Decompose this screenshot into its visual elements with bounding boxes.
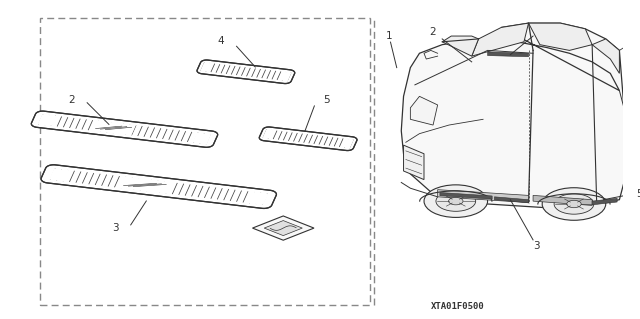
Polygon shape (259, 127, 357, 151)
Polygon shape (442, 36, 479, 56)
Polygon shape (404, 145, 424, 180)
Polygon shape (92, 120, 136, 136)
Polygon shape (592, 39, 620, 73)
Polygon shape (401, 23, 624, 208)
Polygon shape (495, 197, 529, 203)
Text: 4: 4 (218, 36, 224, 47)
Text: 4: 4 (533, 25, 540, 34)
Text: XTA01F0500: XTA01F0500 (431, 302, 484, 311)
Polygon shape (533, 195, 592, 205)
Polygon shape (245, 191, 268, 205)
Text: 3: 3 (112, 223, 118, 233)
Polygon shape (472, 23, 529, 56)
Polygon shape (438, 189, 529, 203)
Polygon shape (280, 72, 292, 81)
Polygon shape (264, 220, 302, 236)
Polygon shape (38, 114, 57, 126)
Text: 2: 2 (429, 27, 436, 37)
Polygon shape (262, 129, 274, 139)
Polygon shape (529, 23, 592, 50)
Polygon shape (49, 168, 72, 182)
Polygon shape (31, 111, 218, 147)
Polygon shape (253, 216, 314, 240)
Polygon shape (592, 198, 617, 205)
Polygon shape (197, 60, 295, 84)
Circle shape (554, 194, 594, 214)
Polygon shape (488, 52, 529, 57)
Polygon shape (41, 165, 276, 208)
Circle shape (542, 188, 605, 220)
Text: 2: 2 (68, 95, 75, 106)
Text: 5: 5 (636, 189, 640, 199)
Polygon shape (342, 139, 354, 148)
Text: 1: 1 (386, 31, 392, 41)
Circle shape (424, 185, 488, 218)
Polygon shape (440, 192, 492, 199)
Circle shape (449, 197, 463, 205)
Polygon shape (117, 176, 173, 194)
Polygon shape (410, 96, 438, 125)
Circle shape (436, 191, 476, 211)
Polygon shape (200, 62, 212, 72)
Polygon shape (192, 132, 211, 144)
Text: 5: 5 (323, 95, 330, 106)
Circle shape (567, 200, 581, 208)
Text: 3: 3 (533, 241, 540, 251)
